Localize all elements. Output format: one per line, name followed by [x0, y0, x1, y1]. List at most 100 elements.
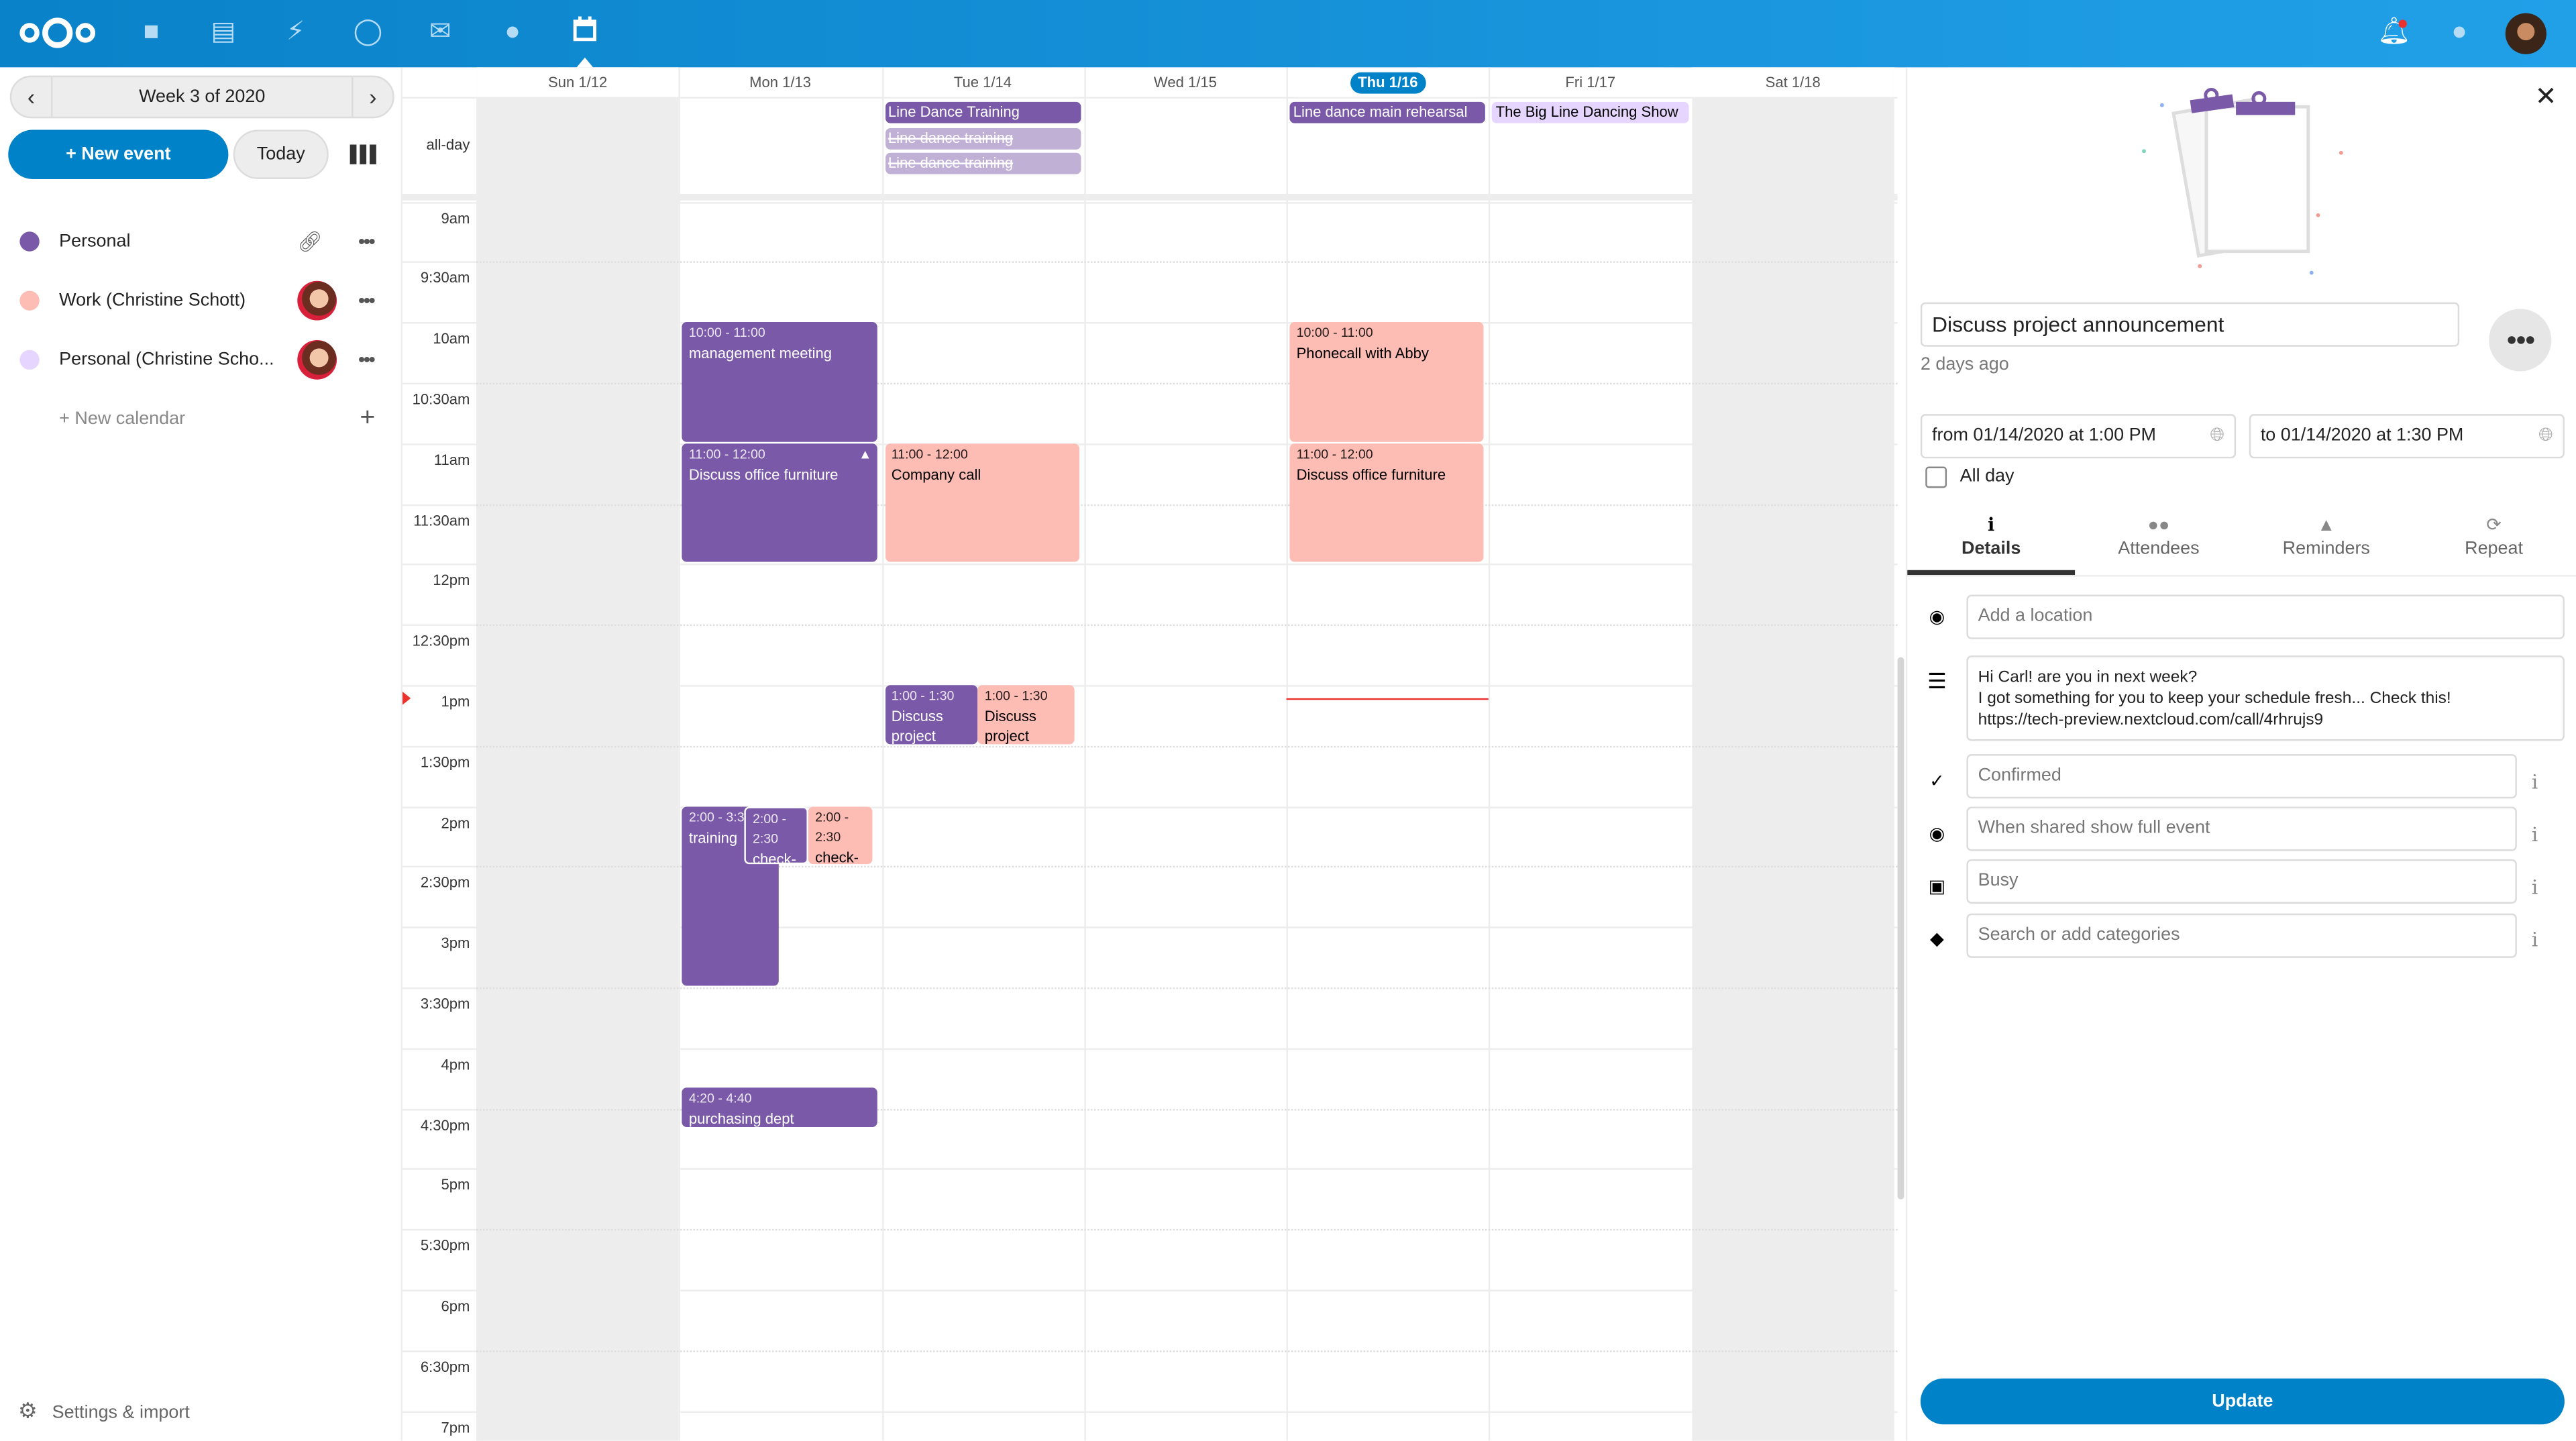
timezone-globe-icon[interactable]: 🌐︎ — [2538, 425, 2553, 445]
calendar-event[interactable]: 1:00 - 1:30 Discuss project — [977, 684, 1075, 744]
calendar-color-dot[interactable] — [19, 231, 40, 252]
tab-repeat[interactable]: ⟳ Repeat — [2410, 513, 2576, 575]
today-button[interactable]: Today — [233, 129, 329, 179]
visibility-info-icon[interactable]: i — [2531, 822, 2538, 847]
visibility-select[interactable]: When shared show full event — [1966, 806, 2517, 851]
calendar-name: Personal (Christine Scho... — [59, 350, 274, 370]
new-calendar-button[interactable]: + New calendar + — [0, 389, 402, 448]
calendar-event[interactable]: 2:00 - 2:30 check-in — [744, 806, 809, 865]
top-bar: ■ ▤ ⚡︎ ◯ ✉ ● 🔔︎ ● — [0, 0, 2576, 68]
all-day-label[interactable]: All day — [1960, 466, 2015, 486]
tab-reminders[interactable]: ▲ Reminders — [2243, 513, 2410, 575]
notifications-icon[interactable]: 🔔︎ — [2377, 17, 2411, 46]
all-day-event[interactable]: Line dance training — [884, 152, 1081, 174]
description-line: https://tech-preview.nextcloud.com/call/… — [1978, 711, 2324, 730]
update-button[interactable]: Update — [1920, 1378, 2565, 1425]
end-date-input[interactable]: to 01/14/2020 at 1:30 PM 🌐︎ — [2249, 414, 2565, 459]
day-header[interactable]: Mon 1/13 — [679, 67, 881, 97]
more-actions-button[interactable]: ●●● — [2489, 309, 2552, 372]
user-avatar[interactable] — [2505, 13, 2546, 54]
modified-time: 2 days ago — [1920, 354, 2009, 375]
view-switcher-icon[interactable] — [350, 144, 376, 164]
calendar-event[interactable]: 11:00 - 12:00 Discuss office furniture — [1289, 443, 1485, 563]
status-info-icon[interactable]: i — [2531, 770, 2538, 794]
mail-icon[interactable]: ✉ — [429, 17, 451, 46]
scrollbar[interactable] — [1897, 657, 1904, 1199]
more-options-icon[interactable]: ••• — [358, 229, 376, 254]
next-week-button[interactable]: › — [352, 77, 392, 117]
calendar-item[interactable]: Personal (Christine Scho... ••• — [0, 330, 402, 389]
all-day-event[interactable]: The Big Line Dancing Show — [1492, 101, 1688, 123]
all-day-event[interactable]: Line dance main rehearsal — [1289, 101, 1486, 123]
categories-input[interactable]: Search or add categories — [1966, 913, 2517, 958]
day-column[interactable] — [1286, 67, 1489, 1441]
talk-icon[interactable]: ◯ — [353, 17, 383, 46]
time-slot-line — [402, 443, 1898, 445]
availability-info-icon[interactable]: i — [2531, 875, 2538, 899]
day-column[interactable] — [1083, 67, 1287, 1441]
calendar-event[interactable]: 4:20 - 4:40 purchasing dept — [682, 1087, 877, 1127]
plus-icon[interactable]: + — [360, 404, 375, 433]
calendar-event[interactable]: 11:00 - 12:00 Discuss office furniture ▲ — [682, 443, 877, 563]
previous-week-button[interactable]: ‹ — [11, 77, 53, 117]
calendar-event[interactable]: 10:00 - 11:00 management meeting — [682, 322, 877, 442]
shared-by-avatar — [297, 339, 337, 380]
event-title-input[interactable]: Discuss project announcement — [1920, 302, 2460, 347]
event-time: 2:00 - 2:30 — [752, 810, 787, 846]
nextcloud-logo[interactable] — [18, 15, 100, 51]
settings-import-button[interactable]: ⚙ Settings & import — [18, 1398, 190, 1426]
more-options-icon[interactable]: ••• — [358, 289, 376, 313]
status-select[interactable]: Confirmed — [1966, 754, 2517, 799]
day-header[interactable]: Thu 1/16 — [1287, 67, 1489, 97]
time-slot-line — [476, 987, 1898, 990]
time-label: 11am — [433, 451, 470, 468]
tab-attendees[interactable]: ●● Attendees — [2075, 513, 2243, 575]
photos-icon[interactable]: ▤ — [211, 17, 236, 46]
tab-details[interactable]: i Details — [1907, 513, 2076, 576]
calendar-item[interactable]: Work (Christine Schott) ••• — [0, 271, 402, 330]
availability-select[interactable]: Busy — [1966, 859, 2517, 904]
calendar-color-dot[interactable] — [19, 350, 40, 370]
calendar-icon[interactable] — [568, 16, 601, 49]
contacts-menu-icon[interactable]: ● — [2451, 17, 2467, 46]
location-input[interactable]: Add a location — [1966, 594, 2565, 639]
day-column[interactable] — [881, 67, 1084, 1441]
day-column[interactable] — [679, 67, 881, 1441]
calendar-color-dot[interactable] — [19, 290, 40, 311]
contacts-icon[interactable]: ● — [504, 17, 521, 46]
files-icon[interactable]: ■ — [143, 17, 160, 46]
event-time: 4:20 - 4:40 — [688, 1091, 752, 1106]
all-day-checkbox[interactable] — [1925, 466, 1947, 488]
calendar-event[interactable]: 2:00 - 2:30 check-in — [808, 806, 873, 865]
day-header[interactable]: Tue 1/14 — [881, 67, 1084, 97]
day-header[interactable]: Fri 1/17 — [1489, 67, 1692, 97]
activity-icon[interactable]: ⚡︎ — [286, 17, 305, 46]
day-header[interactable]: Sun 1/12 — [476, 67, 680, 97]
share-link-icon[interactable]: 🔗︎ — [297, 229, 322, 254]
day-header[interactable]: Sat 1/18 — [1691, 67, 1894, 97]
categories-info-icon[interactable]: i — [2531, 928, 2538, 951]
calendar-event[interactable]: 10:00 - 11:00 Phonecall with Abby — [1289, 322, 1485, 442]
all-day-event[interactable]: Line dance training — [884, 127, 1081, 149]
calendar-event[interactable]: 11:00 - 12:00 Company call — [884, 443, 1079, 563]
time-slot-line — [402, 1047, 1898, 1050]
close-icon[interactable]: ✕ — [2534, 83, 2557, 112]
start-date-input[interactable]: from 01/14/2020 at 1:00 PM 🌐︎ — [1920, 414, 2237, 459]
all-day-event[interactable]: Line Dance Training — [884, 101, 1081, 123]
week-label[interactable]: Week 3 of 2020 — [139, 87, 266, 107]
day-column[interactable] — [1691, 67, 1894, 1441]
day-column[interactable] — [476, 67, 680, 1441]
event-time: 11:00 - 12:00 — [688, 446, 765, 462]
timezone-globe-icon[interactable]: 🌐︎ — [2210, 425, 2224, 445]
day-column[interactable] — [1489, 67, 1692, 1441]
settings-label: Settings & import — [52, 1403, 190, 1423]
event-title: Discuss office furniture — [688, 466, 839, 483]
calendar-event[interactable]: 1:00 - 1:30 Discuss project announcement — [884, 684, 978, 744]
repeat-icon: ⟳ — [2486, 515, 2502, 536]
new-event-button[interactable]: + New event — [8, 129, 229, 179]
description-textarea[interactable]: Hi Carl! are you in next week? I got som… — [1966, 655, 2565, 741]
more-options-icon[interactable]: ••• — [358, 348, 376, 372]
day-header[interactable]: Wed 1/15 — [1084, 67, 1287, 97]
start-date-value: from 01/14/2020 at 1:00 PM — [1932, 425, 2157, 445]
calendar-item[interactable]: Personal 🔗︎ ••• — [0, 212, 402, 271]
